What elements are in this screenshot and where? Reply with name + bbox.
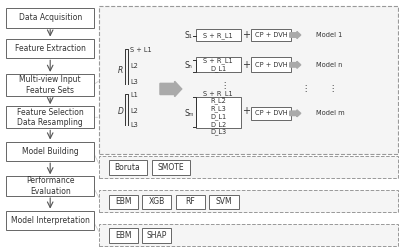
FancyBboxPatch shape [176, 194, 205, 209]
Text: +: + [242, 60, 250, 70]
FancyArrow shape [290, 32, 301, 38]
Text: +: + [242, 30, 250, 40]
Text: Boruta: Boruta [115, 163, 140, 172]
Text: L2: L2 [130, 63, 138, 69]
FancyBboxPatch shape [6, 74, 94, 96]
FancyBboxPatch shape [251, 57, 291, 72]
Text: CP + DVH: CP + DVH [255, 62, 287, 68]
Text: CP + DVH: CP + DVH [255, 32, 287, 38]
FancyBboxPatch shape [251, 29, 291, 41]
FancyBboxPatch shape [196, 57, 241, 72]
FancyBboxPatch shape [100, 224, 398, 246]
Text: XGB: XGB [149, 197, 165, 206]
FancyBboxPatch shape [6, 106, 94, 128]
Text: SMOTE: SMOTE [158, 163, 184, 172]
Text: Model n: Model n [316, 62, 343, 68]
FancyBboxPatch shape [251, 107, 291, 120]
FancyBboxPatch shape [6, 211, 94, 230]
Text: SVM: SVM [216, 197, 232, 206]
Text: Model Building: Model Building [22, 147, 78, 156]
Text: Performance
Evaluation: Performance Evaluation [26, 176, 74, 196]
Text: Model Interpretation: Model Interpretation [11, 216, 90, 225]
FancyBboxPatch shape [108, 160, 146, 175]
FancyBboxPatch shape [196, 29, 241, 41]
Text: D: D [118, 107, 123, 116]
Text: EBM: EBM [115, 197, 132, 206]
Text: ⋮: ⋮ [329, 84, 337, 93]
Text: S + R_L1
R_L2
R_L3
D_L1
D_L2
D_L3: S + R_L1 R_L2 R_L3 D_L1 D_L2 D_L3 [203, 90, 233, 135]
Text: RF: RF [186, 197, 195, 206]
Text: ⋮: ⋮ [301, 84, 309, 93]
Text: ⋮: ⋮ [220, 81, 228, 90]
Text: Data Acquisition: Data Acquisition [18, 13, 82, 22]
FancyBboxPatch shape [6, 39, 94, 58]
Text: Sₘ: Sₘ [184, 108, 194, 118]
FancyBboxPatch shape [196, 97, 241, 128]
Text: L3: L3 [130, 79, 138, 85]
FancyBboxPatch shape [6, 8, 94, 28]
Text: Multi-view Input
Feature Sets: Multi-view Input Feature Sets [19, 75, 81, 95]
Text: S + R_L1
D_L1: S + R_L1 D_L1 [203, 58, 233, 72]
Text: Model m: Model m [316, 110, 345, 116]
FancyArrow shape [290, 61, 301, 68]
Text: L1: L1 [130, 92, 138, 98]
FancyBboxPatch shape [100, 6, 398, 154]
FancyBboxPatch shape [142, 228, 172, 242]
Text: SHAP: SHAP [147, 231, 167, 240]
FancyBboxPatch shape [142, 194, 172, 209]
Text: Model 1: Model 1 [316, 32, 342, 38]
FancyArrow shape [290, 110, 301, 117]
Text: CP + DVH: CP + DVH [255, 110, 287, 116]
Text: Sₙ: Sₙ [185, 61, 193, 70]
FancyBboxPatch shape [100, 156, 398, 178]
FancyBboxPatch shape [152, 160, 190, 175]
Text: L3: L3 [130, 122, 138, 128]
Text: S + L1: S + L1 [130, 47, 152, 53]
FancyBboxPatch shape [210, 194, 239, 209]
FancyBboxPatch shape [100, 190, 398, 212]
Text: EBM: EBM [115, 231, 132, 240]
FancyBboxPatch shape [108, 228, 138, 242]
Text: Feature Selection
Data Resampling: Feature Selection Data Resampling [17, 108, 84, 127]
Text: Feature Extraction: Feature Extraction [15, 44, 86, 53]
Text: S₁: S₁ [185, 31, 193, 40]
Text: R: R [118, 66, 123, 75]
Text: S + R_L1: S + R_L1 [203, 32, 233, 38]
Text: L2: L2 [130, 108, 138, 114]
Text: +: + [242, 106, 250, 116]
FancyBboxPatch shape [6, 142, 94, 161]
FancyBboxPatch shape [108, 194, 138, 209]
FancyArrow shape [160, 81, 182, 97]
FancyBboxPatch shape [6, 176, 94, 196]
